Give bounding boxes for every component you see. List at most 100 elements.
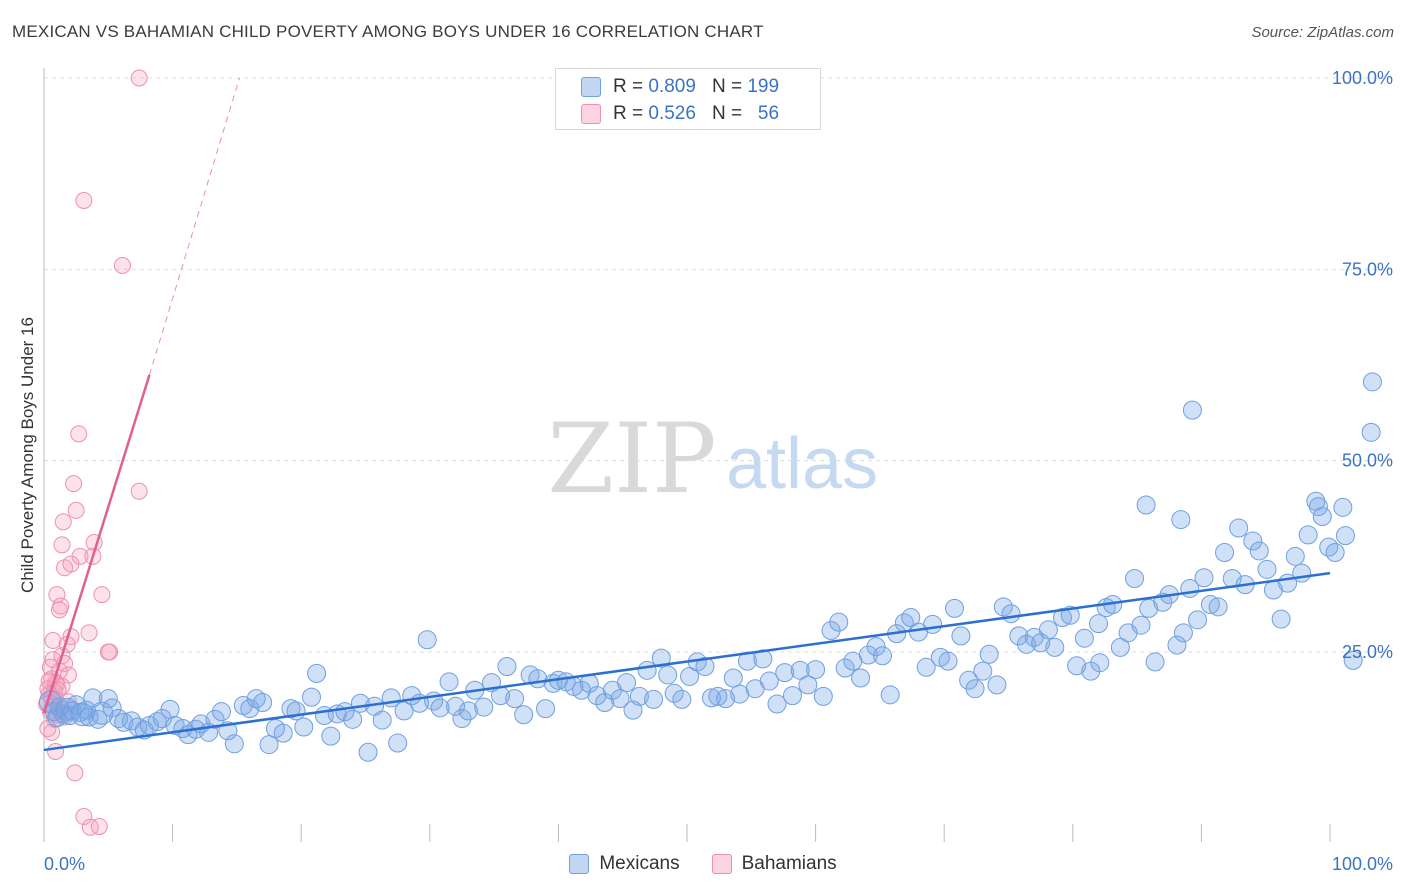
mexican-point	[1285, 546, 1305, 566]
bahamian-point	[80, 624, 98, 642]
mexican-point	[587, 686, 607, 706]
legend-r-label: R =	[613, 103, 644, 124]
mexican-point	[730, 684, 750, 704]
mexican-point	[866, 637, 886, 657]
bahamian-point	[53, 536, 71, 554]
bahamian-point	[43, 723, 61, 741]
mexican-point	[716, 689, 736, 709]
mexican-point	[505, 689, 525, 709]
mexican-point	[782, 686, 802, 706]
mexican-point	[798, 675, 818, 695]
mexican-point	[951, 626, 971, 646]
bahamian-point	[81, 818, 99, 836]
mexican-point	[430, 698, 450, 718]
legend-r-value: 0.809	[648, 76, 696, 97]
bottom-legend-bahamians: Bahamians	[711, 853, 837, 875]
mexican-point	[708, 686, 728, 706]
mexican-point	[651, 648, 671, 668]
watermark-atlas: atlas	[726, 424, 878, 504]
mexicans-trend-line	[43, 571, 1331, 752]
bahamian-point	[44, 631, 62, 649]
mexican-point	[358, 742, 378, 762]
bahamian-point	[130, 482, 148, 500]
bahamian-point	[66, 764, 84, 782]
mexican-point	[1074, 628, 1094, 648]
mexican-point	[1333, 497, 1353, 517]
mexican-point	[1173, 623, 1193, 643]
mexican-point	[301, 687, 321, 707]
mexican-point	[987, 675, 1007, 695]
series-mexicans	[38, 372, 1382, 762]
mexican-point	[1171, 510, 1191, 530]
legend: R = 0.809 N = 199 R = 0.526 N = 56	[555, 68, 821, 130]
legend-row-mexicans: R = 0.809 N = 199	[581, 76, 779, 98]
bahamians-swatch	[581, 104, 601, 124]
mexican-point	[55, 697, 79, 721]
mexican-point	[98, 689, 118, 709]
mexican-point	[253, 692, 273, 712]
mexican-point	[1188, 610, 1208, 630]
mexican-point	[281, 699, 301, 719]
mexican-point	[835, 658, 855, 678]
bahamian-point	[62, 555, 80, 573]
bahamian-point	[47, 742, 65, 760]
mexican-point	[1067, 656, 1087, 676]
mexican-point	[372, 710, 392, 730]
mexican-point	[321, 726, 341, 746]
mexican-point	[452, 709, 472, 729]
mexican-point	[114, 712, 134, 732]
mexican-point	[1257, 559, 1277, 579]
mexican-point	[147, 712, 167, 732]
mexican-point	[938, 651, 958, 671]
mexican-point	[701, 688, 721, 708]
bahamian-point	[75, 808, 93, 826]
mexican-point	[637, 660, 657, 680]
mexican-point	[439, 672, 459, 692]
mexican-point	[1249, 541, 1269, 561]
bahamians-swatch	[711, 854, 732, 874]
mexicans-swatch	[569, 854, 590, 874]
bottom-legend: Mexicans Bahamians	[0, 852, 1406, 876]
bahamian-point	[93, 586, 111, 604]
mexican-point	[759, 671, 779, 691]
legend-r-value: 0.526	[648, 103, 696, 124]
mexican-point	[617, 673, 637, 693]
mexican-point	[672, 689, 692, 709]
mexican-point	[1001, 604, 1021, 624]
mexican-point	[829, 612, 849, 632]
bahamian-point	[67, 501, 85, 519]
mexican-point	[474, 697, 494, 717]
chart-title: MEXICAN VS BAHAMIAN CHILD POVERTY AMONG …	[12, 22, 764, 41]
mexican-point	[1053, 608, 1073, 628]
bahamian-point	[90, 817, 108, 835]
mexican-point	[1060, 605, 1080, 625]
mexican-point	[572, 680, 592, 700]
mexican-point	[965, 679, 985, 699]
mexican-point	[1125, 569, 1145, 589]
mexican-point	[1131, 615, 1151, 635]
mexicans-swatch	[581, 77, 601, 97]
mexican-point	[1215, 542, 1235, 562]
mexican-point	[307, 663, 327, 683]
mexican-point	[224, 734, 244, 754]
mexican-point	[664, 683, 684, 703]
mexican-point	[916, 657, 936, 677]
mexican-point	[1167, 635, 1187, 655]
mexican-point	[1017, 634, 1037, 654]
legend-n-label: N =	[711, 103, 743, 124]
mexican-point	[1136, 495, 1156, 515]
mexican-point	[294, 717, 314, 737]
mexican-point	[205, 709, 225, 729]
bahamian-point	[130, 69, 148, 87]
mexican-point	[259, 735, 279, 755]
legend-n-value: 56	[757, 103, 780, 124]
mexican-point	[446, 696, 466, 716]
watermark-zip: ZIP	[547, 403, 716, 515]
legend-n-value: 199	[747, 76, 780, 97]
watermark: ZIP atlas	[547, 403, 878, 515]
mexican-point	[872, 646, 892, 666]
bahamian-point	[99, 643, 117, 661]
mexican-point	[417, 630, 437, 650]
mexican-point	[1335, 526, 1355, 546]
legend-r-label: R =	[613, 76, 644, 97]
